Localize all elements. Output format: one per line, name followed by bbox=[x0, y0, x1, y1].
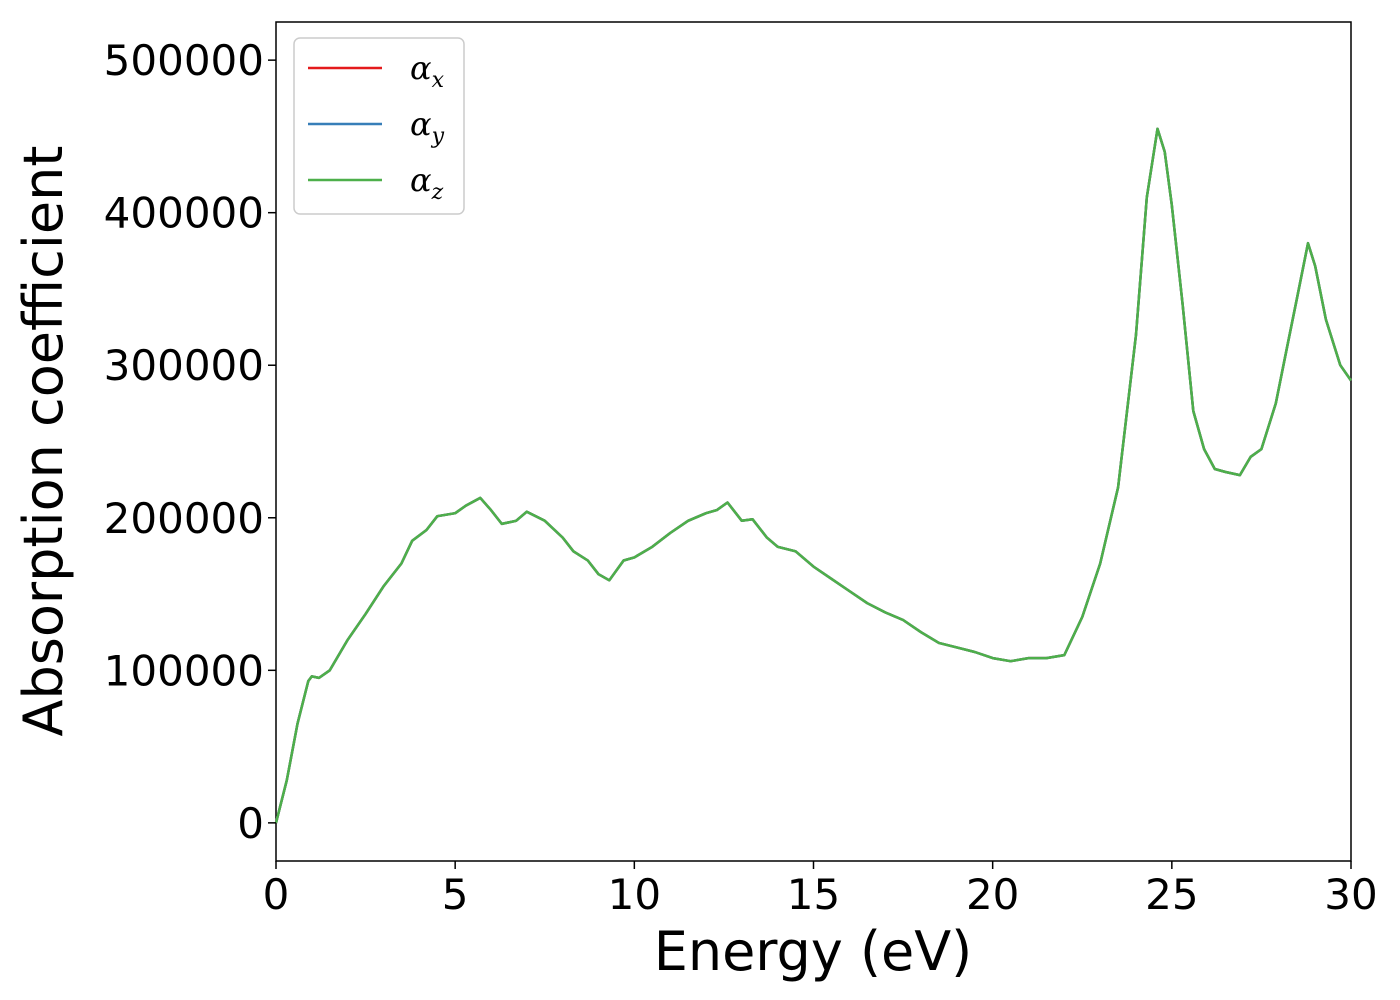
x-axis-ticks: 0 5 10 15 20 25 30 bbox=[263, 861, 1378, 919]
x-tick-label: 5 bbox=[442, 870, 469, 919]
x-tick-label: 20 bbox=[966, 870, 1019, 919]
x-tick-label: 0 bbox=[263, 870, 290, 919]
legend-box bbox=[293, 37, 465, 215]
x-tick-label: 15 bbox=[787, 870, 840, 919]
x-tick-label: 25 bbox=[1145, 870, 1198, 919]
y-tick-label: 0 bbox=[237, 799, 264, 848]
x-axis-title: Energy (eV) bbox=[654, 920, 973, 983]
legend-label-z: αz bbox=[410, 161, 444, 205]
y-tick-label: 500000 bbox=[104, 36, 264, 85]
y-tick-label: 400000 bbox=[104, 189, 264, 238]
y-axis-title: Absorption coefficient bbox=[12, 146, 75, 737]
y-tick-label: 200000 bbox=[104, 494, 264, 543]
legend-label-y: αy bbox=[410, 105, 445, 149]
legend-label-x: αx bbox=[410, 49, 445, 93]
x-tick-label: 10 bbox=[608, 870, 661, 919]
x-tick-label: 30 bbox=[1324, 870, 1377, 919]
series-lines bbox=[274, 127, 1353, 824]
y-tick-label: 300000 bbox=[104, 341, 264, 390]
y-tick-label: 100000 bbox=[104, 646, 264, 695]
y-axis-ticks: 0 100000 200000 300000 400000 500000 bbox=[104, 36, 276, 848]
legend: αx αy αz bbox=[293, 37, 465, 215]
series-line-z bbox=[274, 127, 1353, 824]
